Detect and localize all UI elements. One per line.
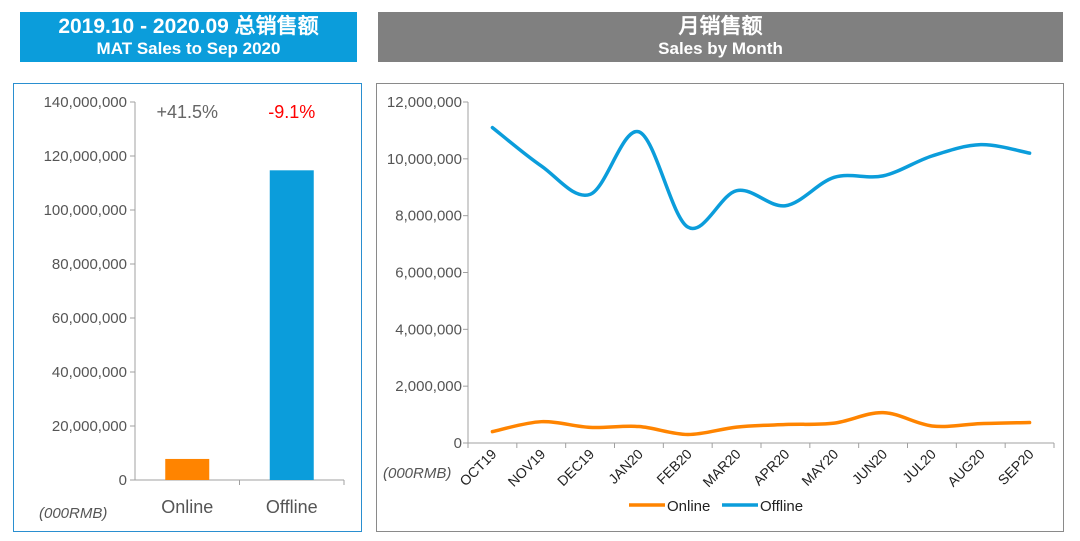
monthly-line-chart-panel: 0 2,000,000 4,000,000 6,000,000 8,000,000 10,…	[376, 83, 1064, 532]
series-point-offline	[930, 154, 934, 158]
month-label: NOV19	[505, 446, 549, 490]
month-label: DEC19	[554, 446, 597, 489]
series-line-offline	[490, 125, 1032, 231]
line-y-tick-label: 2,000,000	[395, 378, 462, 395]
series-point-offline	[588, 192, 592, 196]
bar-category-label: Online	[161, 497, 213, 517]
series-point-online	[881, 411, 885, 415]
month-label: JAN20	[605, 446, 646, 487]
series-point-offline	[1028, 151, 1032, 155]
bar-y-tick-label: 100,000,000	[44, 202, 127, 219]
series-line-online	[490, 410, 1032, 437]
growth-label-online: +41.5%	[156, 102, 218, 122]
series-point-online	[930, 424, 934, 428]
month-label: JUL20	[899, 446, 939, 486]
bar-unit-label: (000RMB)	[39, 505, 107, 522]
series-point-online	[832, 421, 836, 425]
series-point-offline	[735, 189, 739, 193]
legend-label-offline: Offline	[760, 498, 803, 515]
line-y-tick-label: 10,000,000	[387, 151, 462, 168]
month-label: APR20	[750, 446, 793, 489]
mat-sales-title-cn: 2019.10 - 2020.09 总销售额	[58, 15, 319, 38]
mat-sales-title-box: 2019.10 - 2020.09 总销售额 MAT Sales to Sep …	[20, 12, 357, 62]
month-label: SEP20	[995, 446, 1037, 488]
series-point-online	[686, 432, 690, 436]
series-point-online	[588, 425, 592, 429]
bar-y-tick-label: 60,000,000	[52, 310, 127, 327]
mat-sales-title-en: MAT Sales to Sep 2020	[96, 39, 281, 58]
bar-y-tick-label: 40,000,000	[52, 364, 127, 381]
series-point-offline	[783, 204, 787, 208]
series-point-online	[979, 422, 983, 426]
mat-bar-chart-panel: 0 20,000,000 40,000,000 60,000,000 80,000,00…	[13, 83, 362, 532]
series-point-offline	[686, 225, 690, 229]
monthly-sales-title-cn: 月销售额	[678, 15, 763, 38]
line-y-tick-label: 6,000,000	[395, 265, 462, 282]
bar-y-tick-label: 80,000,000	[52, 256, 127, 273]
series-point-offline	[979, 143, 983, 147]
month-label: OCT19	[456, 446, 499, 489]
month-label: FEB20	[653, 446, 695, 488]
month-label: MAY20	[798, 446, 841, 489]
series-point-offline	[490, 126, 494, 130]
bar-offline	[269, 170, 314, 480]
series-point-online	[539, 420, 543, 424]
bar-online	[165, 458, 210, 480]
monthly-sales-title-en: Sales by Month	[658, 39, 783, 58]
series-point-offline	[881, 174, 885, 178]
line-y-tick-label: 12,000,000	[387, 94, 462, 111]
monthly-sales-title-box: 月销售额 Sales by Month	[378, 12, 1063, 62]
growth-label-offline: -9.1%	[268, 102, 315, 122]
series-point-online	[783, 423, 787, 427]
series-point-online	[637, 425, 641, 429]
series-point-online	[490, 430, 494, 434]
bar-category-label: Offline	[266, 497, 318, 517]
bar-y-tick-label: 120,000,000	[44, 148, 127, 165]
series-point-online	[735, 425, 739, 429]
bar-y-tick-label: 0	[119, 472, 127, 489]
line-unit-label: (000RMB)	[383, 465, 451, 482]
month-label: JUN20	[849, 446, 891, 488]
monthly-line-chart: 0 2,000,000 4,000,000 6,000,000 8,000,000 10,…	[383, 94, 1055, 515]
line-y-tick-label: 8,000,000	[395, 208, 462, 225]
month-label: MAR20	[699, 446, 743, 490]
bar-y-tick-label: 20,000,000	[52, 418, 127, 435]
series-point-online	[1028, 421, 1032, 425]
mat-bar-chart: 0 20,000,000 40,000,000 60,000,000 80,000,00…	[39, 94, 345, 522]
series-point-offline	[637, 130, 641, 134]
series-point-offline	[539, 164, 543, 168]
line-y-tick-label: 4,000,000	[395, 321, 462, 338]
month-label: AUG20	[944, 446, 988, 490]
line-y-tick-label: 0	[454, 435, 462, 452]
series-point-offline	[832, 175, 836, 179]
bar-y-tick-label: 140,000,000	[44, 94, 127, 111]
legend-label-online: Online	[667, 498, 710, 515]
